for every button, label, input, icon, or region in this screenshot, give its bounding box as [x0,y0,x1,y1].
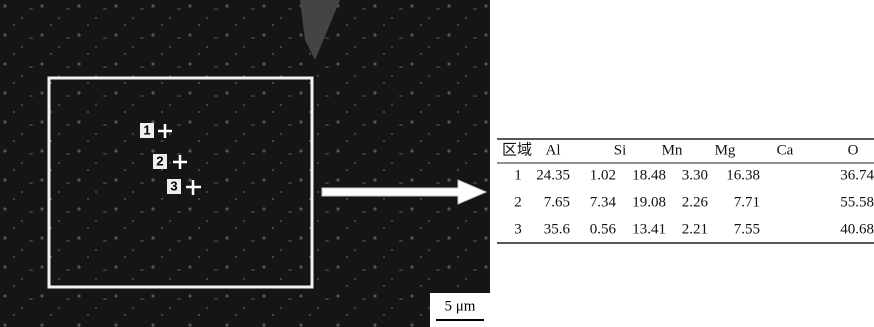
table-cell: 7.71 [734,194,760,210]
table-cell: 13.41 [632,221,666,237]
table-header-cell: Al [546,142,561,158]
table-cell: 3.30 [682,167,708,183]
table: 区域 Al Si Mn Mg Ca O 1 24.35 1.02 18.48 3.30 16.38 36.… [502,141,874,237]
table-cell: 35.6 [544,221,571,237]
table-header-cell: O [848,142,859,158]
point-label: 2 [156,153,163,168]
table-header-cell: Mn [662,142,683,158]
point-label: 3 [170,178,177,193]
table-cell: 24.35 [536,167,570,183]
table-cell: 7.55 [734,221,760,237]
figure: 1 2 3 5 μm 区域 Al Si Mn Mg Ca O 1 24.35 1.02 18.48 3… [0,0,874,327]
table-header-cell: 区域 [502,141,532,158]
table-cell: 3 [514,221,522,237]
table-header-cell: Mg [715,142,736,158]
table-cell: 7.34 [590,194,617,210]
table-cell: 1.02 [590,167,616,183]
table-header-cell: Si [614,142,627,158]
table-cell: 2.21 [682,221,708,237]
table-cell: 0.56 [590,221,617,237]
table-cell: 16.38 [726,167,760,183]
table-cell: 18.48 [632,167,666,183]
sem-image [0,0,490,327]
scale-bar-label: 5 μm [445,298,476,314]
table-cell: 1 [514,167,522,183]
table-cell: 40.68 [840,221,874,237]
table-cell: 55.58 [840,194,874,210]
table-cell: 36.74 [840,167,874,183]
table-cell: 7.65 [544,194,570,210]
table-cell: 19.08 [632,194,666,210]
point-label: 1 [143,122,150,137]
table-header-cell: Ca [777,142,794,158]
table-cell: 2 [514,194,522,210]
table-cell: 2.26 [682,194,709,210]
